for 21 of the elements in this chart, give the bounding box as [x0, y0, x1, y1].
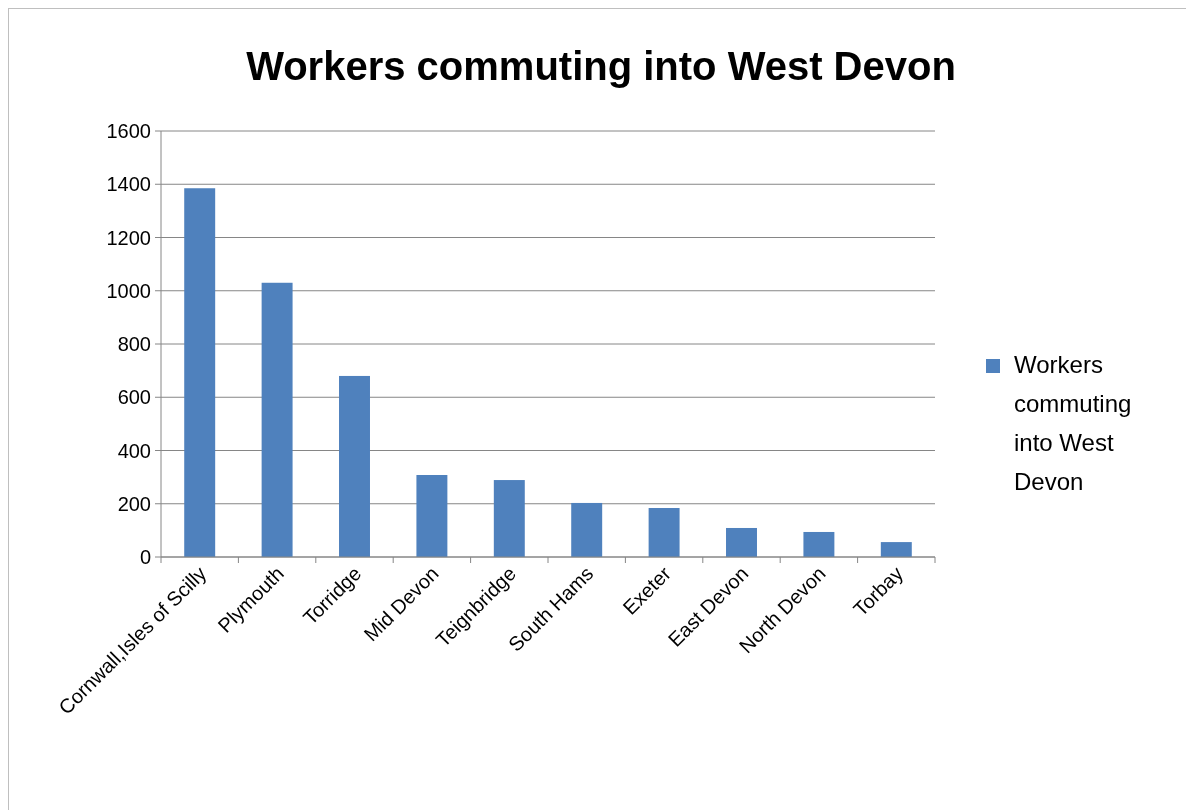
bar — [493, 480, 525, 557]
bar — [648, 508, 680, 557]
bar — [416, 475, 448, 557]
y-tick-label: 400 — [117, 439, 151, 462]
y-tick-label: 1000 — [106, 279, 151, 302]
bar — [726, 527, 757, 557]
bar — [261, 282, 293, 557]
y-tick-label: 1200 — [106, 226, 151, 249]
chart-title: Workers commuting into West Devon — [246, 44, 956, 88]
bar — [880, 542, 912, 557]
y-tick-label: 1600 — [106, 120, 151, 142]
bar — [803, 531, 835, 557]
y-tick-label: 1400 — [106, 173, 151, 196]
bar — [184, 188, 216, 557]
y-tick-label: 600 — [117, 386, 151, 409]
bar — [571, 502, 603, 557]
y-tick-label: 0 — [139, 546, 151, 568]
y-tick-label: 800 — [117, 333, 151, 355]
y-tick-label: 200 — [117, 492, 151, 515]
bar — [339, 375, 370, 557]
legend-label: Workers commuting into West Devon — [1014, 351, 1132, 496]
